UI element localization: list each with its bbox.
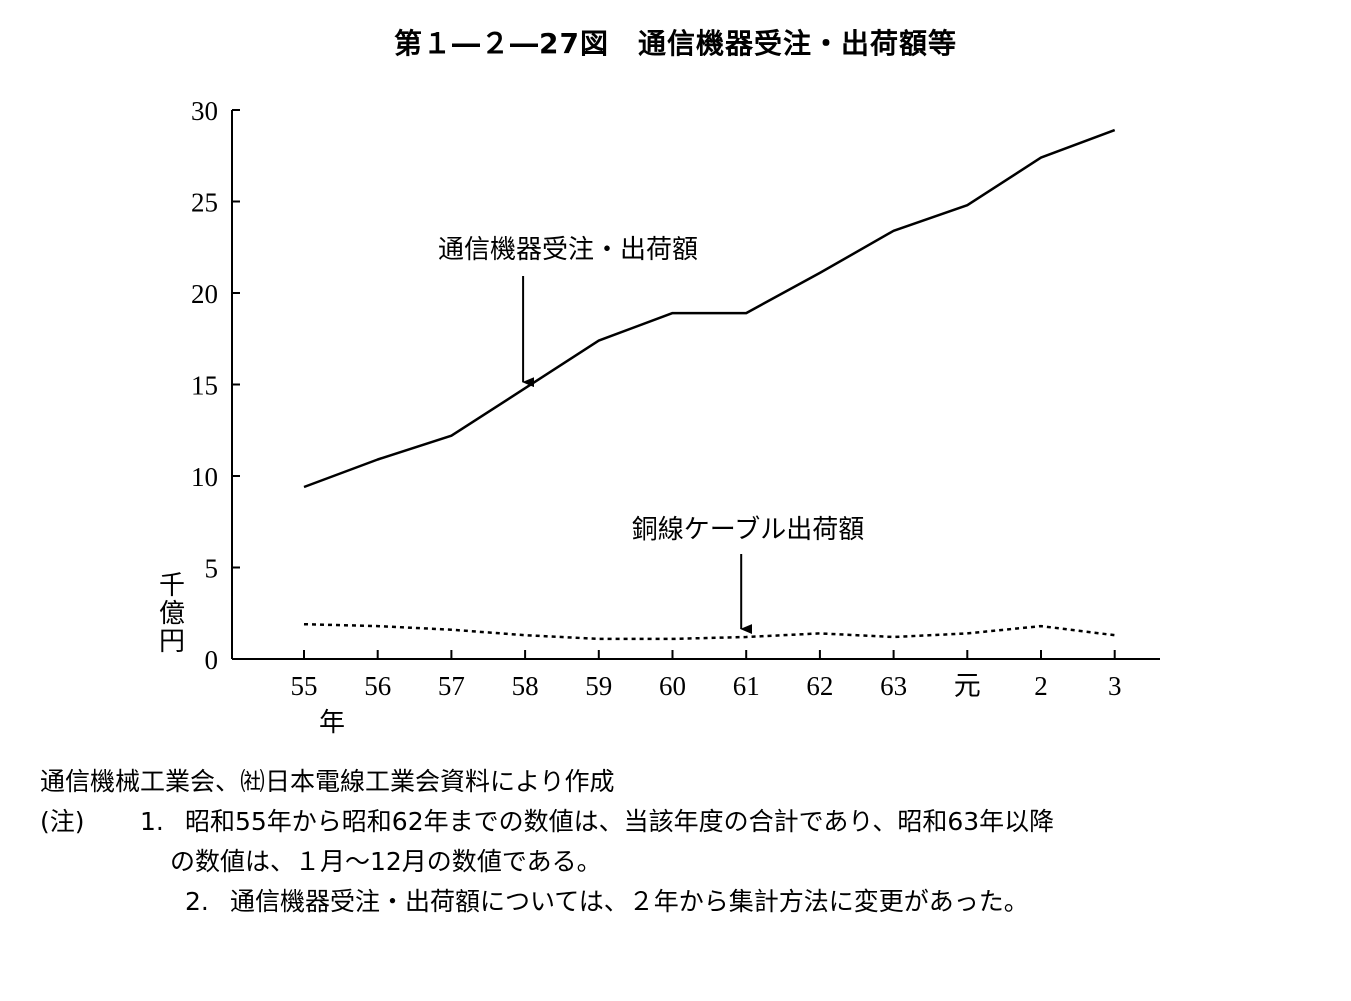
note-item-1-continuation: の数値は、１月～12月の数値である。	[170, 847, 602, 876]
y-tick-label: 0	[205, 645, 219, 675]
x-tick-label: 62	[806, 671, 833, 701]
note-item-2: 2. 通信機器受注・出荷額については、２年から集計方法に変更があった。	[40, 882, 1340, 922]
x-tick-label: 59	[585, 671, 612, 701]
x-tick-label: 61	[733, 671, 760, 701]
axes: 0 5 10 15 20 25 30 55 56 57 58 59 60 61 62 63 元 2 3 年 千億円	[159, 96, 1160, 738]
x-tick-label: 2	[1034, 671, 1048, 701]
x-tick-label: 58	[512, 671, 539, 701]
x-tick-label: 63	[880, 671, 907, 701]
note-text: 通信機器受注・出荷額については、２年から集計方法に変更があった。	[230, 887, 1029, 916]
y-tick-label: 10	[191, 462, 218, 492]
annotation-label: 銅線ケーブル出荷額	[632, 515, 864, 545]
note-text: 昭和55年から昭和62年までの数値は、当該年度の合計であり、昭和63年以降	[185, 807, 1055, 836]
x-tick-label: 55	[291, 671, 318, 701]
x-tick-label: 元	[954, 671, 981, 701]
notes-block: 通信機械工業会、㈳日本電線工業会資料により作成 (注) 1. 昭和55年から昭和…	[40, 762, 1340, 922]
chart-title: 第１―２―27図 通信機器受注・出荷額等	[394, 27, 957, 60]
y-unit-label: 千億円	[159, 571, 185, 657]
y-tick-label: 25	[191, 188, 218, 218]
y-tick-label: 20	[191, 279, 218, 309]
x-tick-label: 3	[1108, 671, 1122, 701]
y-tick-label: 5	[205, 554, 219, 584]
source-note: 通信機械工業会、㈳日本電線工業会資料により作成	[40, 767, 615, 796]
x-unit-label: 年	[319, 708, 345, 738]
y-tick-label: 15	[191, 371, 218, 401]
note-number: 2.	[185, 887, 209, 916]
line-chart: 0 5 10 15 20 25 30 55 56 57 58 59 60 61 62 63 元 2 3 年 千億円 通信…	[159, 96, 1160, 738]
x-tick-label: 57	[438, 671, 465, 701]
x-tick-label: 56	[364, 671, 391, 701]
x-tick-label: 60	[659, 671, 686, 701]
series-line-1	[303, 128, 1116, 489]
series-layer	[303, 128, 1116, 641]
annotation-label: 通信機器受注・出荷額	[438, 235, 698, 265]
y-tick-label: 30	[191, 96, 218, 126]
series-line-2	[303, 622, 1115, 641]
note-item-1: (注) 1. 昭和55年から昭和62年までの数値は、当該年度の合計であり、昭和6…	[40, 802, 1340, 842]
note-number: 1.	[140, 807, 164, 836]
note-label: (注)	[40, 807, 85, 836]
